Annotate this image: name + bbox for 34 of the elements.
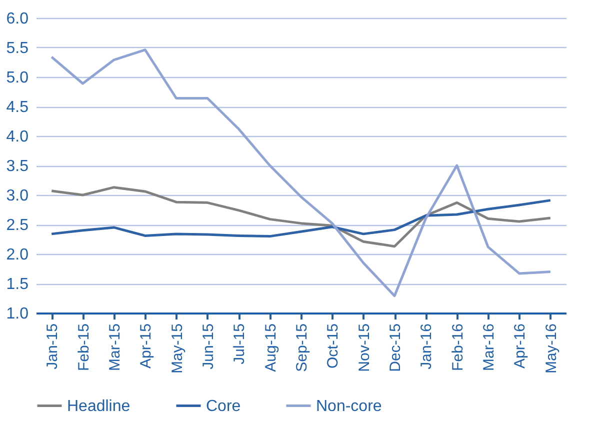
x-tick-label: Feb-16 <box>449 324 466 372</box>
x-tick-label: Jan-15 <box>44 324 62 370</box>
x-tick-label: Apr-16 <box>512 324 529 369</box>
y-tick-label: 2.5 <box>6 217 29 234</box>
y-tick-label: 5.0 <box>6 70 29 86</box>
x-tick-label: Jun-15 <box>200 324 217 370</box>
y-tick-label: 1.0 <box>6 306 29 322</box>
x-tick-label: May-15 <box>168 324 186 374</box>
x-tick-label: Aug-15 <box>262 324 280 372</box>
x-tick-label: Mar-15 <box>106 324 124 372</box>
y-tick-label: 4.0 <box>6 128 29 146</box>
x-tick-label: Feb-15 <box>75 324 92 372</box>
x-tick-label: Dec-15 <box>387 324 404 372</box>
line-series <box>50 199 552 238</box>
y-tick-label: 6.0 <box>6 10 29 28</box>
legend-label: Core <box>206 398 241 415</box>
x-tick-label: Oct-15 <box>324 324 342 369</box>
x-tick-label: Mar-16 <box>480 324 498 372</box>
x-tick-label: Apr-15 <box>138 324 155 369</box>
x-tick-label: Jan-16 <box>418 324 436 370</box>
y-tick-label: 2.0 <box>6 246 29 264</box>
x-tick-label: May-16 <box>542 324 560 374</box>
y-tick-label: 3.5 <box>6 158 29 175</box>
y-tick-label: 1.5 <box>6 276 29 293</box>
legend-label: Non-core <box>316 398 382 415</box>
legend-label: Headline <box>67 398 130 415</box>
line-series <box>50 186 552 248</box>
x-tick-label: Nov-15 <box>356 324 373 372</box>
y-tick-label: 3.0 <box>6 188 29 204</box>
line-series <box>50 48 552 298</box>
x-tick-label: Sep-15 <box>294 324 310 372</box>
y-tick-label: 5.5 <box>6 40 29 57</box>
y-tick-label: 4.5 <box>6 99 29 116</box>
x-tick-label: Jul-15 <box>231 324 248 364</box>
